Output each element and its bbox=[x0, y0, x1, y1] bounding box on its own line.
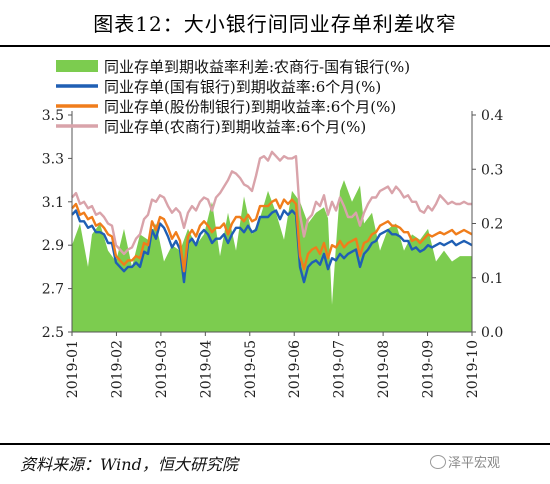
series-line-1 bbox=[71, 209, 473, 284]
chart-canvas: 2.5 2.7 2.9 3.1 3.3 3.5 0.0 0.1 0.2 0.3 0.4 2019-01… bbox=[42, 58, 504, 398]
watermark: 泽平宏观 bbox=[448, 456, 501, 471]
x-tick-label: 2019-01 bbox=[65, 340, 81, 398]
right-tick-label: 0.4 bbox=[481, 108, 503, 124]
legend-label-2: 同业存单(股份制银行)到期收益率:6个月(%) bbox=[104, 98, 396, 116]
x-tick-label: 2019-10 bbox=[465, 340, 481, 398]
x-tick-label: 2019-08 bbox=[376, 340, 392, 398]
series-line-3 bbox=[71, 150, 472, 256]
right-tick-label: 0.2 bbox=[481, 217, 503, 233]
x-tick-label: 2019-05 bbox=[243, 340, 259, 398]
source-note: 资料来源：Wind，恒大研究院 bbox=[20, 455, 238, 474]
left-tick-label: 3.1 bbox=[42, 195, 64, 211]
chart-title: 图表12：大小银行间同业存单利差收窄 bbox=[93, 12, 457, 36]
series-line-2 bbox=[71, 198, 473, 273]
x-tick-label: 2019-09 bbox=[421, 340, 437, 398]
x-tick-label: 2019-06 bbox=[287, 340, 303, 398]
legend: 同业存单到期收益率利差:农商行-国有银行(%) 同业存单(国有银行)到期收益率:6… bbox=[56, 58, 410, 136]
area-layer bbox=[72, 180, 472, 332]
legend-label-0: 同业存单到期收益率利差:农商行-国有银行(%) bbox=[104, 58, 410, 76]
title-rule bbox=[0, 45, 550, 47]
series-area-0 bbox=[72, 180, 472, 332]
legend-label-3: 同业存单(农商行)到期收益率:6个月(%) bbox=[104, 118, 366, 136]
legend-swatch-0 bbox=[56, 60, 98, 72]
left-tick-label: 2.5 bbox=[42, 325, 64, 341]
legend-label-1: 同业存单(国有银行)到期收益率:6个月(%) bbox=[104, 78, 381, 96]
x-tick-label: 2019-02 bbox=[109, 340, 125, 398]
left-tick-label: 3.5 bbox=[42, 108, 64, 124]
axis-layer: 2.5 2.7 2.9 3.1 3.3 3.5 0.0 0.1 0.2 0.3 0.4 2019-01… bbox=[42, 108, 504, 398]
left-tick-label: 2.9 bbox=[42, 238, 64, 254]
left-tick-label: 3.3 bbox=[42, 151, 64, 167]
right-tick-label: 0.1 bbox=[481, 271, 503, 287]
x-tick-label: 2019-03 bbox=[154, 340, 170, 398]
right-tick-label: 0.0 bbox=[481, 325, 503, 341]
title-bar: 图表12：大小银行间同业存单利差收窄 bbox=[0, 0, 550, 47]
x-tick-label: 2019-07 bbox=[332, 340, 348, 398]
x-tick-label: 2019-04 bbox=[198, 340, 214, 398]
source-rule bbox=[0, 443, 550, 445]
line-layer bbox=[71, 150, 473, 284]
right-tick-label: 0.3 bbox=[481, 162, 503, 178]
wechat-icon bbox=[430, 455, 446, 469]
left-tick-label: 2.7 bbox=[42, 282, 64, 298]
